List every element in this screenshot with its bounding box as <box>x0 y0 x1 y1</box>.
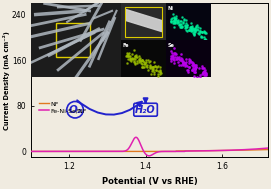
Fe-Ni-Se/NF <box>167 150 171 153</box>
NF <box>167 150 170 153</box>
Fe-Ni-Se/NF <box>147 155 151 157</box>
NF <box>30 150 33 153</box>
NF <box>233 149 236 151</box>
Text: O₂: O₂ <box>68 105 82 115</box>
Line: Fe-Ni-Se/NF: Fe-Ni-Se/NF <box>31 137 267 156</box>
Legend: NF, Fe-Ni-Se/NF: NF, Fe-Ni-Se/NF <box>37 99 89 116</box>
Text: H₂O: H₂O <box>135 105 156 115</box>
Fe-Ni-Se/NF <box>181 150 184 153</box>
NF <box>44 150 47 153</box>
X-axis label: Potential (V vs RHE): Potential (V vs RHE) <box>102 177 197 186</box>
Fe-Ni-Se/NF <box>234 149 237 151</box>
NF <box>266 148 269 151</box>
Fe-Ni-Se/NF <box>209 149 213 152</box>
NF <box>173 150 176 153</box>
Fe-Ni-Se/NF <box>266 147 269 149</box>
Line: NF: NF <box>31 149 267 151</box>
Fe-Ni-Se/NF <box>174 150 177 153</box>
NF <box>180 150 183 152</box>
Fe-Ni-Se/NF <box>30 150 33 153</box>
Fe-Ni-Se/NF <box>134 136 138 138</box>
NF <box>209 149 212 152</box>
Y-axis label: Current Density (mA cm⁻²): Current Density (mA cm⁻²) <box>4 31 11 130</box>
Fe-Ni-Se/NF <box>44 150 47 153</box>
